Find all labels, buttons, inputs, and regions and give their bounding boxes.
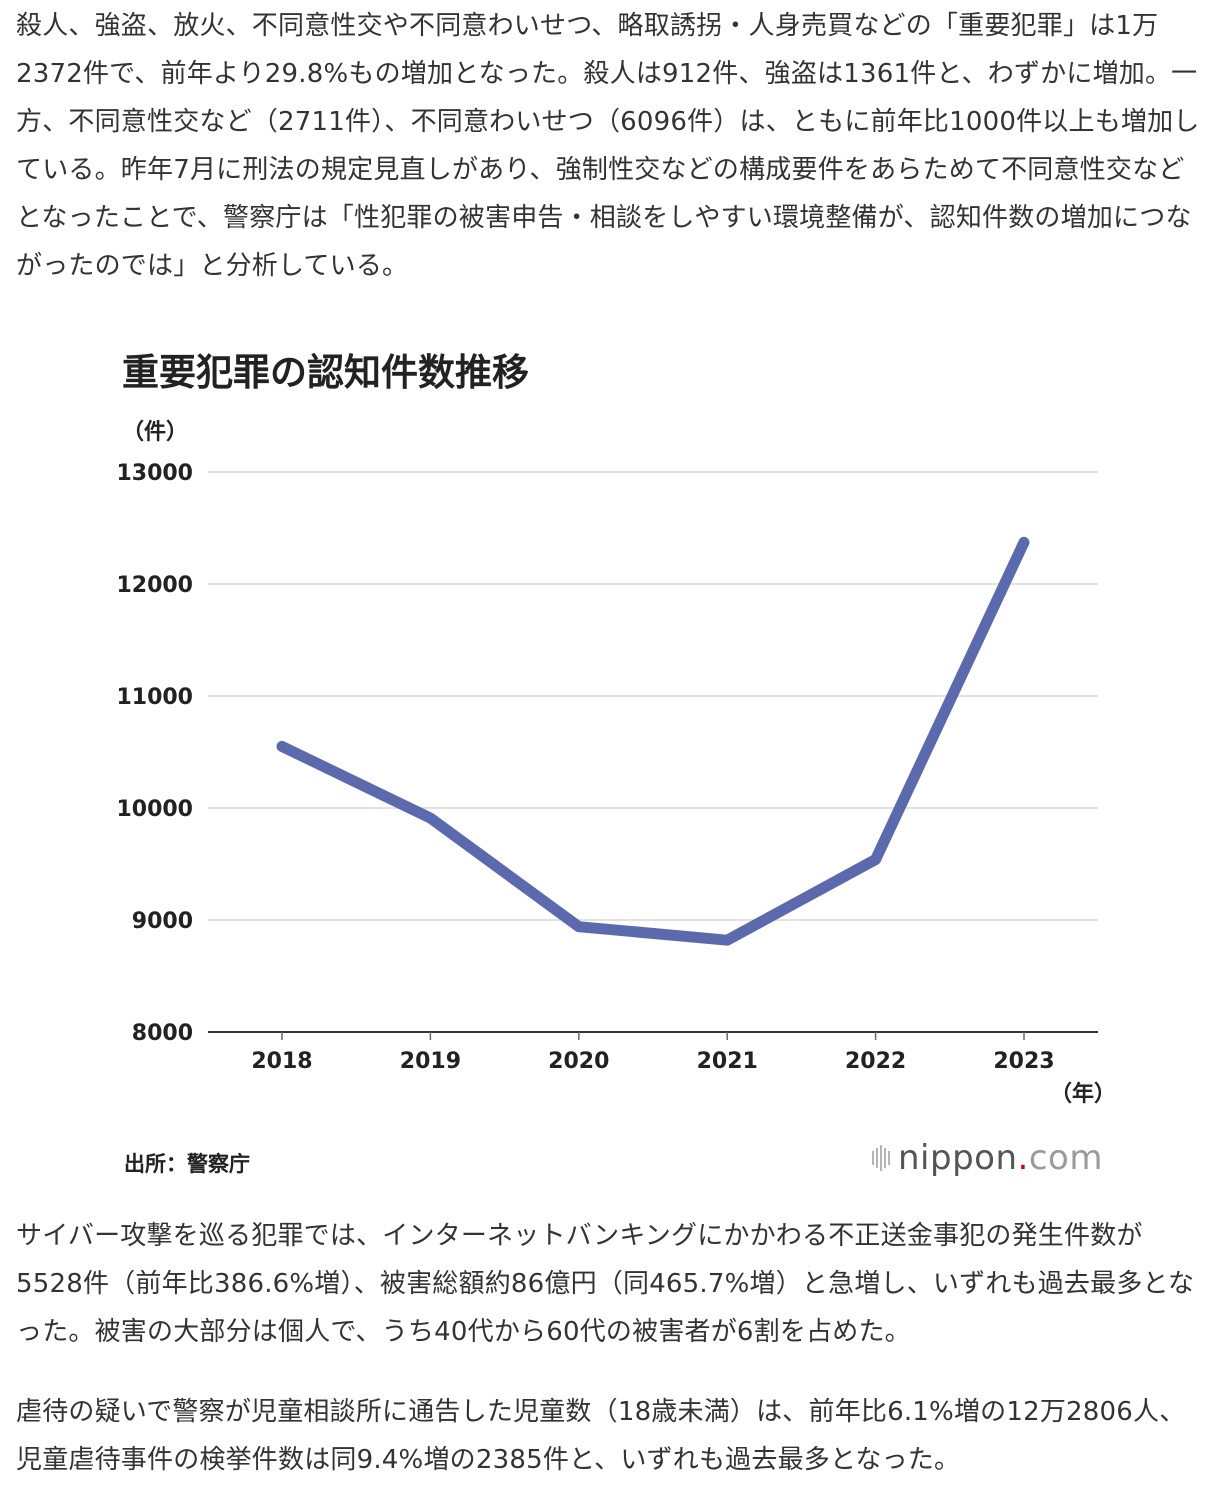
logo-dot: . [1017,1138,1029,1178]
series-line [276,536,1030,946]
x-tick-label: 2022 [845,1049,906,1074]
data-point [726,939,728,941]
x-tick-label: 2021 [697,1049,758,1074]
chart-figure: 重要犯罪の認知件数推移 （件） 8000 9000 10000 11000 12000 1… [0,320,1220,1200]
chart-source: 出所：警察庁 [124,1152,250,1176]
article-paragraph-1: 殺人、強盗、放火、不同意性交や不同意わいせつ、略取誘拐・人身売買などの「重要犯罪… [16,11,1200,281]
data-point [875,859,877,861]
x-axis-unit: （年） [1050,1082,1117,1107]
y-axis-unit: （件） [122,420,189,445]
logo-suffix: com [1028,1138,1103,1178]
logo-main: nippon [898,1138,1018,1178]
data-point [429,817,431,819]
data-point [1023,541,1025,543]
logo-wordmark: nippon.com [898,1138,1103,1178]
x-tick-label: 2019 [400,1049,461,1074]
data-point [281,745,283,747]
y-tick-label: 8000 [132,1021,193,1046]
x-tick-label: 2023 [993,1049,1054,1074]
x-tick-label: 2018 [251,1049,312,1074]
data-point [578,926,580,928]
article-paragraph-3: 虐待の疑いで警察が児童相談所に通告した児童数（18歳未満）は、前年比6.1%増の… [16,1397,1186,1475]
y-tick-label: 10000 [116,797,193,822]
y-tick-label: 11000 [116,685,193,710]
nippon-logo-bars-icon [872,1145,890,1171]
line-chart: 8000 9000 10000 11000 12000 13000 2018 2019 2020… [116,461,1098,1074]
y-tick-label: 13000 [116,461,193,486]
y-tick-label: 9000 [132,909,193,934]
nippon-logo: nippon.com [872,1138,1103,1178]
y-tick-label: 12000 [116,573,193,598]
x-tick-label: 2020 [548,1049,609,1074]
article-paragraph-2: サイバー攻撃を巡る犯罪では、インターネットバンキングにかかわる不正送金事犯の発生… [16,1221,1195,1347]
chart-title: 重要犯罪の認知件数推移 [122,351,529,394]
